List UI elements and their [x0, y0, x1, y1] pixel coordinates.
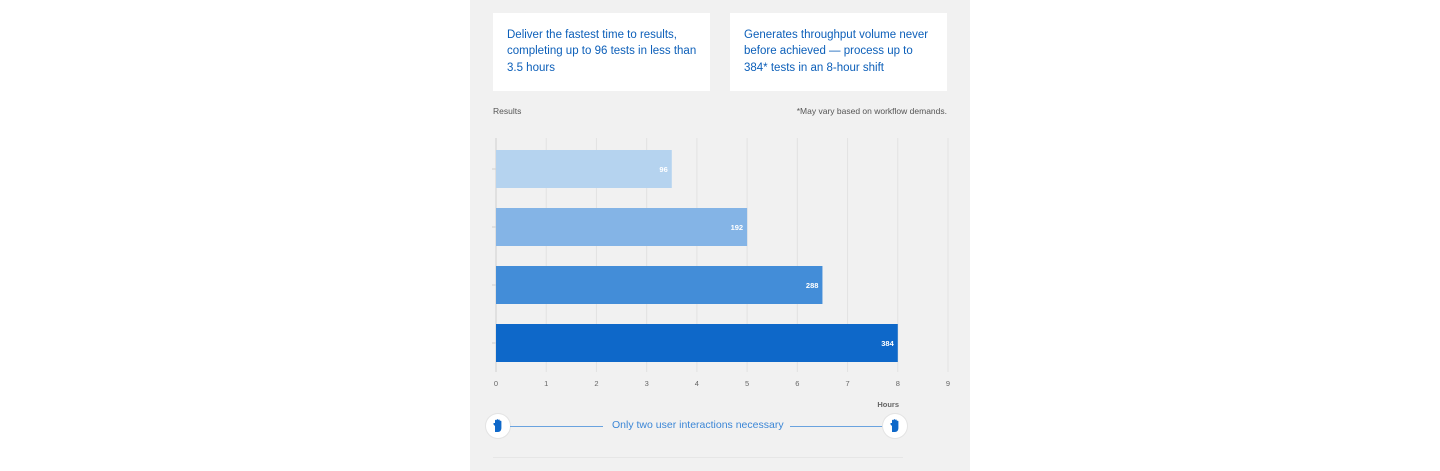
y-axis-title: Results: [493, 106, 522, 116]
divider-line: [510, 426, 603, 427]
interaction-text: Only two user interactions necessary: [612, 419, 784, 431]
hand-icon: [883, 414, 907, 438]
bar: [496, 266, 823, 304]
feature-card-fastest: Deliver the fastest time to results, com…: [493, 13, 710, 91]
x-tick-label: 6: [795, 379, 799, 388]
bar-value-label: 384: [881, 339, 894, 348]
bar-value-label: 96: [659, 165, 667, 174]
bar-chart: 96 192 288 384 0 1 2 3 4 5 6 7 8 9 Hours: [492, 138, 950, 409]
feature-card-throughput: Generates throughput volume never before…: [730, 13, 947, 91]
bar: [496, 324, 898, 362]
footnote: *May vary based on workflow demands.: [796, 106, 947, 116]
x-tick-label: 0: [494, 379, 498, 388]
x-axis-title: Hours: [877, 400, 899, 409]
divider-line: [790, 426, 883, 427]
hand-icon: [486, 414, 510, 438]
bar: [496, 150, 672, 188]
x-tick-label: 2: [594, 379, 598, 388]
x-tick-label: 3: [645, 379, 649, 388]
x-tick-label: 9: [946, 379, 950, 388]
x-tick-label: 1: [544, 379, 548, 388]
feature-card-text: Deliver the fastest time to results, com…: [507, 29, 697, 74]
x-tick-label: 5: [745, 379, 749, 388]
content-panel: Deliver the fastest time to results, com…: [470, 0, 970, 471]
bar-value-label: 192: [731, 223, 744, 232]
bar: [496, 208, 748, 246]
feature-card-text: Generates throughput volume never before…: [744, 29, 929, 74]
x-tick-label: 8: [896, 379, 900, 388]
x-tick-label: 4: [695, 379, 699, 388]
bar-value-label: 288: [806, 281, 819, 290]
x-tick-label: 7: [845, 379, 849, 388]
interaction-banner: Only two user interactions necessary: [470, 404, 970, 448]
bottom-divider: [493, 457, 903, 458]
